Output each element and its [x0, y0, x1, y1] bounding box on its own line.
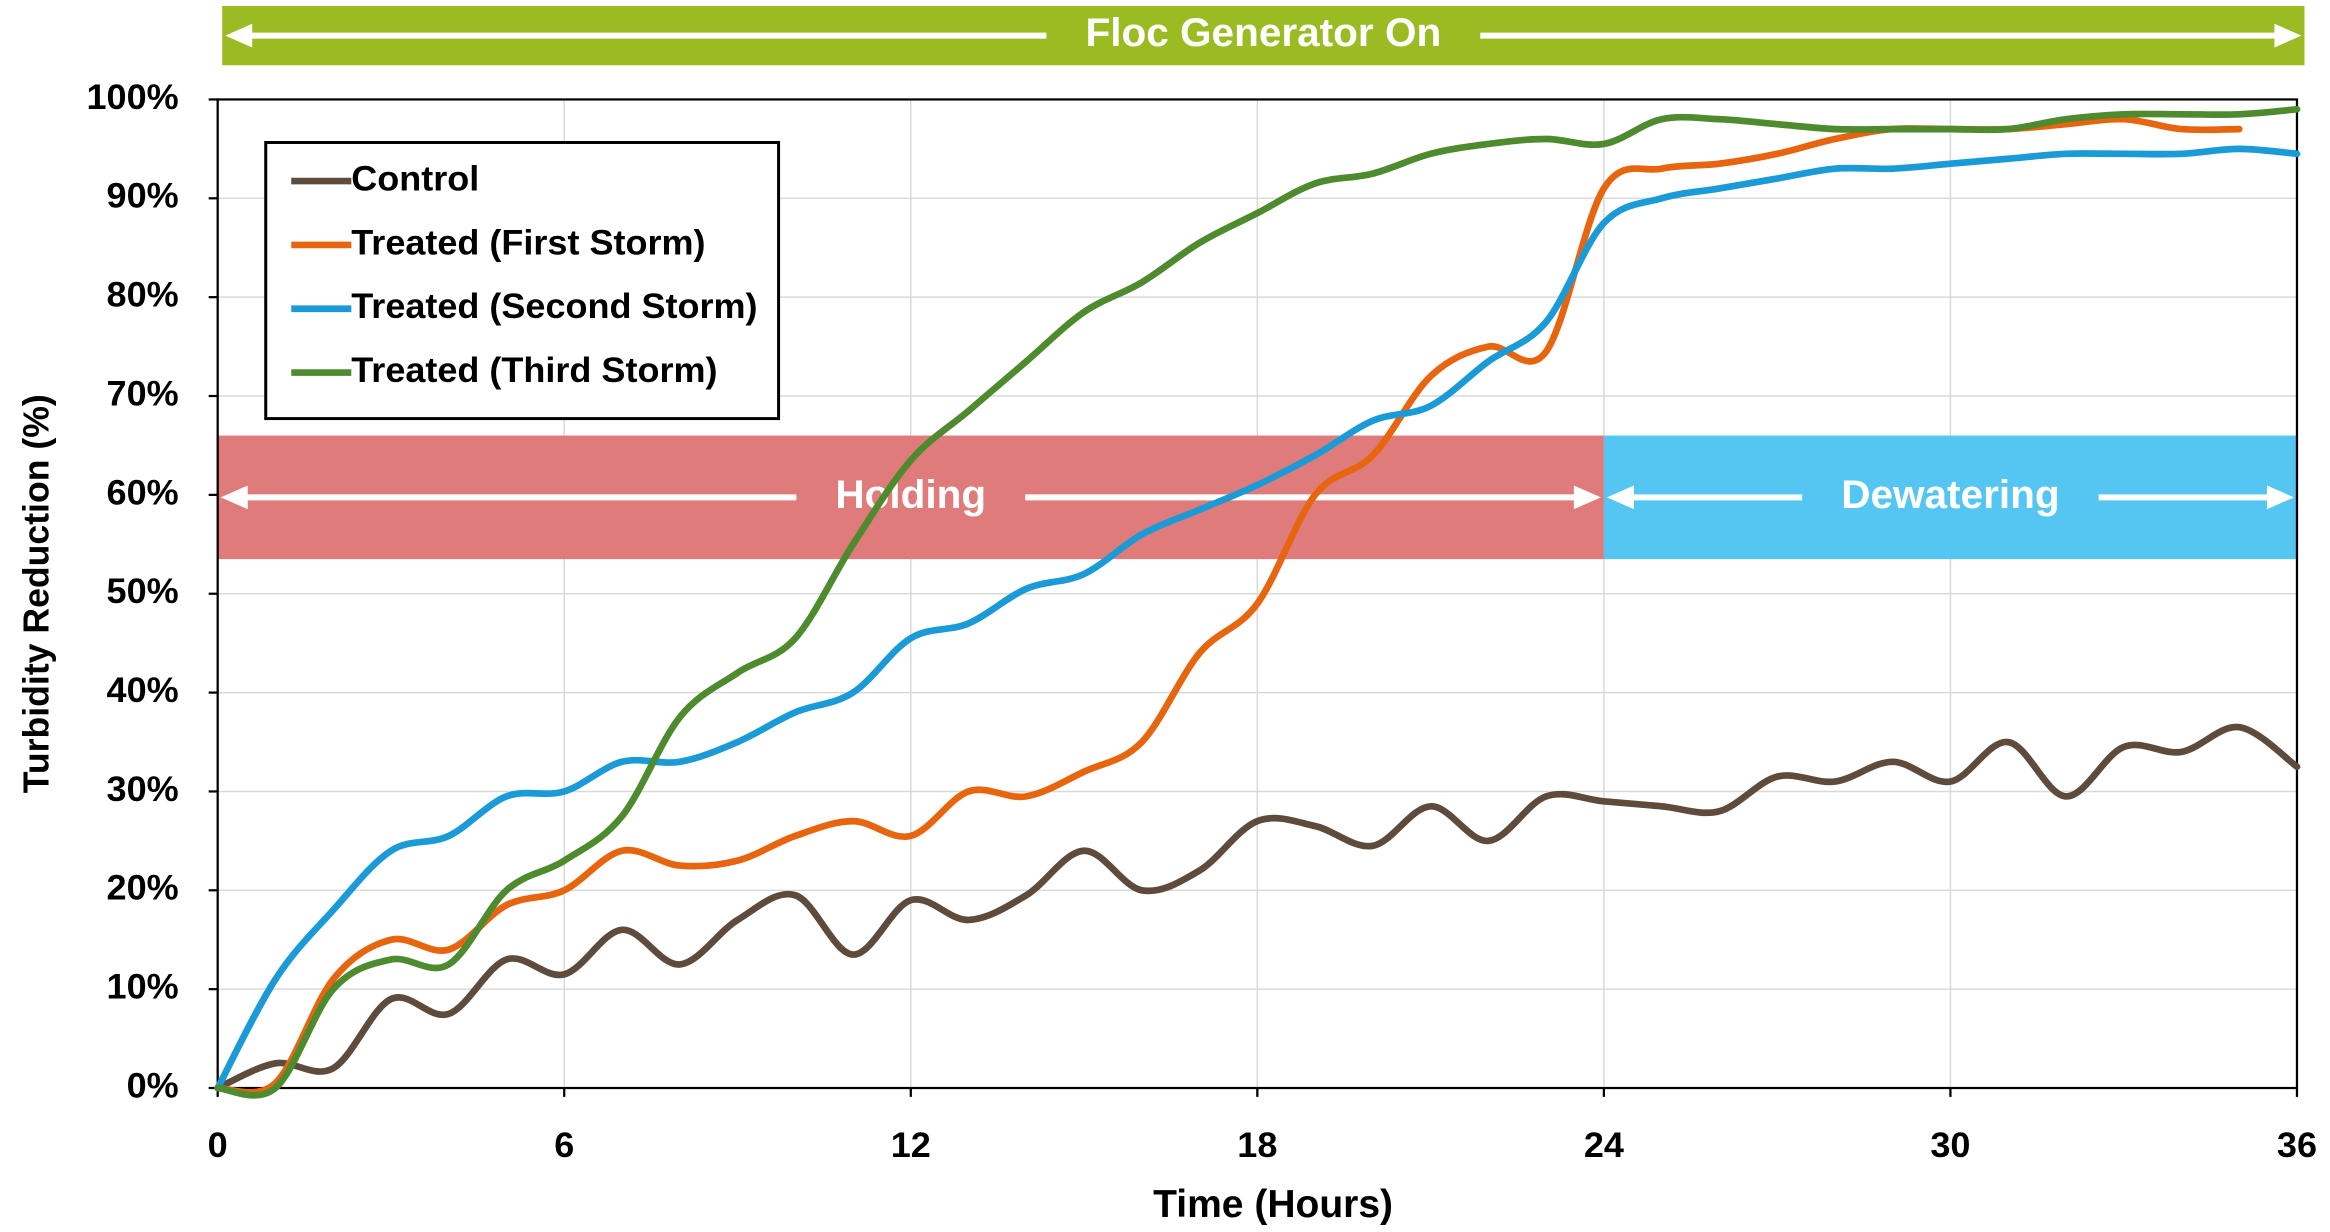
y-tick-label: 10%: [107, 967, 179, 1007]
x-axis-title: Time (Hours): [1153, 1183, 1393, 1226]
x-tick-label: 24: [1584, 1125, 1624, 1165]
annotation-label-bg: [796, 491, 1026, 504]
annotation-arrow-head: [1606, 485, 1634, 510]
x-tick-label: 6: [554, 1125, 574, 1165]
annotation-label: Holding: [835, 472, 986, 517]
x-tick-label: 12: [891, 1125, 931, 1165]
annotation-arrow-head: [2274, 23, 2302, 48]
legend-label: Control: [351, 159, 479, 199]
y-tick-label: 50%: [107, 571, 179, 611]
x-tick-label: 30: [1930, 1125, 1970, 1165]
series-line: [214, 723, 2301, 1092]
annotation-label-bg: [1046, 29, 1481, 42]
annotation-label: Dewatering: [1841, 472, 2059, 517]
y-axis-title: Turbidity Reduction (%): [16, 394, 56, 793]
annotation-arrow-head: [2266, 485, 2294, 510]
legend-label: Treated (First Storm): [351, 223, 705, 263]
series-line: [214, 145, 2301, 1092]
y-tick-label: 90%: [107, 176, 179, 216]
y-tick-label: 0%: [127, 1066, 179, 1106]
legend-label: Treated (Third Storm): [351, 350, 717, 390]
series-line: [214, 105, 2301, 1099]
y-tick-label: 20%: [107, 868, 179, 908]
x-tick-label: 0: [208, 1125, 228, 1165]
y-tick-label: 40%: [107, 670, 179, 710]
x-tick-label: 36: [2277, 1125, 2317, 1165]
y-tick-label: 80%: [107, 275, 179, 315]
y-tick-label: 60%: [107, 472, 179, 512]
y-tick-label: 30%: [107, 769, 179, 809]
annotation-arrow-head: [225, 23, 253, 48]
y-tick-label: 70%: [107, 374, 179, 414]
x-tick-label: 18: [1237, 1125, 1277, 1165]
y-tick-label: 100%: [87, 77, 179, 117]
annotation-label-bg: [1802, 491, 2099, 504]
annotation-arrow-head: [1573, 485, 1601, 510]
annotation-label: Floc Generator On: [1085, 10, 1441, 55]
annotation-arrow-head: [220, 485, 248, 510]
legend-label: Treated (Second Storm): [351, 286, 757, 326]
